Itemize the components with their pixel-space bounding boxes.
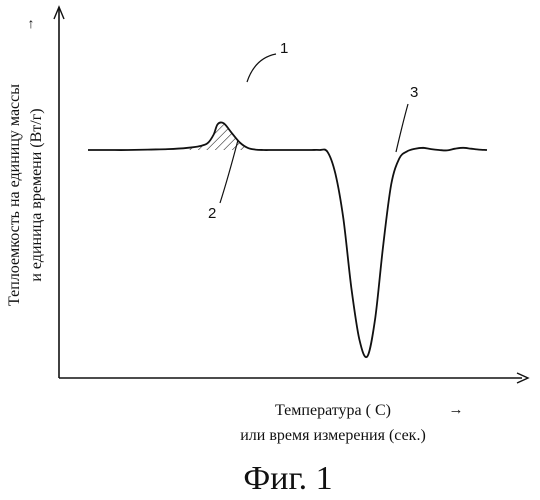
annotation-3-label: 3	[410, 84, 418, 101]
annotation-1-label: 1	[280, 40, 288, 57]
x-arrow-text: →	[449, 402, 464, 418]
y-arrow-text: ↑	[28, 17, 35, 32]
annotation-3-leader	[396, 104, 408, 152]
y-axis-label-2: и единица времени (Вт/г)	[28, 108, 45, 281]
annotation-1-leader	[247, 54, 276, 82]
y-axis-label-line2: и единица времени (Вт/г)	[28, 108, 45, 281]
x-axis-label-line1: Температура ( С)	[275, 402, 391, 419]
series-line	[88, 122, 487, 357]
figure-caption: Фиг. 1	[243, 460, 332, 497]
y-axis-label-line1: Теплоемкость на единицу массы	[6, 84, 23, 306]
x-axis-label-line2: или время измерения (сек.)	[240, 427, 426, 444]
y-axis-label: Теплоемкость на единицу массы	[6, 84, 23, 306]
annotation-2-label: 2	[208, 205, 216, 222]
